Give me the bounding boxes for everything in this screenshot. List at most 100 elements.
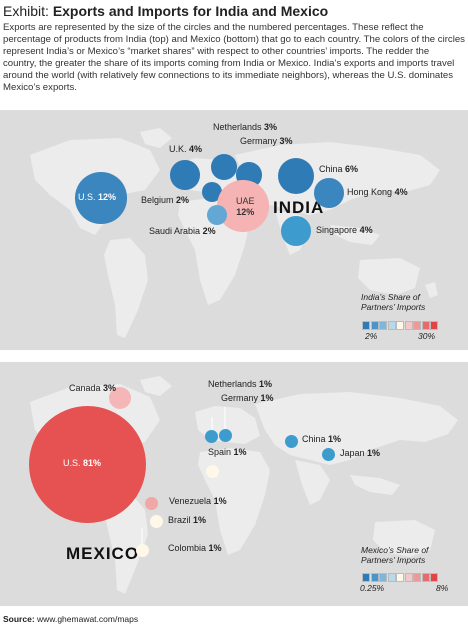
label-value: 1% bbox=[328, 434, 342, 444]
label-u-k: U.K. 4% bbox=[169, 144, 202, 155]
legend-swatch bbox=[396, 321, 404, 330]
legend-swatch bbox=[430, 573, 438, 582]
label-value: 4% bbox=[359, 225, 373, 235]
label-germany: Germany 1% bbox=[221, 393, 274, 404]
label-value: 2% bbox=[176, 195, 190, 205]
label-value: 1% bbox=[233, 447, 247, 457]
label-value: 12% bbox=[98, 192, 117, 202]
mexico-map-panel: MEXICO U.S. 81% Canada 3% Venezuela 1% Braz… bbox=[0, 362, 468, 606]
label-name: Spain bbox=[208, 447, 232, 457]
bubble-singapore bbox=[281, 216, 311, 246]
label-name: Belgium bbox=[141, 195, 174, 205]
bubble-venezuela bbox=[144, 496, 158, 510]
label-name: Brazil bbox=[168, 515, 191, 525]
label-name: Canada bbox=[69, 383, 101, 393]
legend-swatch bbox=[370, 321, 379, 330]
bubble-canada bbox=[108, 386, 132, 410]
label-name: China bbox=[302, 434, 326, 444]
label-name: Colombia bbox=[168, 543, 207, 553]
legend-title-line1: India’s Share of bbox=[361, 292, 420, 302]
label-germany: Germany 3% bbox=[240, 136, 293, 147]
legend-swatch bbox=[387, 573, 396, 582]
label-name: Saudi Arabia bbox=[149, 226, 201, 236]
label-name: Netherlands bbox=[208, 379, 257, 389]
bubble-china bbox=[277, 157, 315, 195]
legend-swatch bbox=[396, 573, 404, 582]
legend-swatch bbox=[413, 573, 421, 582]
bubble-hong-kong bbox=[314, 178, 344, 208]
label-name: Germany bbox=[221, 393, 259, 403]
bubble-china bbox=[284, 434, 298, 448]
label-venezuela: Venezuela 1% bbox=[169, 496, 227, 507]
label-value: 3% bbox=[264, 122, 278, 132]
legend-swatch bbox=[379, 573, 387, 582]
legend-max-label: 8% bbox=[436, 583, 449, 593]
legend-swatch bbox=[404, 573, 413, 582]
bubble-spain bbox=[205, 464, 219, 478]
legend-scale bbox=[362, 569, 439, 587]
legend-swatch bbox=[370, 573, 379, 582]
legend-swatch bbox=[413, 321, 421, 330]
origin-label: MEXICO bbox=[66, 544, 140, 563]
label-spain: Spain 1% bbox=[208, 447, 247, 458]
label-brazil: Brazil 1% bbox=[168, 515, 206, 526]
bubble-u-s bbox=[75, 172, 127, 224]
label-u-s: U.S. 81% bbox=[63, 458, 101, 469]
bubble-belgium bbox=[201, 181, 223, 203]
label-name: U.S. bbox=[78, 192, 96, 202]
source-label: Source: bbox=[3, 614, 35, 624]
title-prefix: Exhibit: bbox=[3, 3, 53, 19]
label-uae: UAE 12% bbox=[236, 196, 255, 218]
bubble-japan bbox=[321, 447, 335, 461]
source-note: Source: www.ghemawat.com/maps bbox=[3, 614, 138, 624]
legend-scale bbox=[362, 317, 439, 335]
label-value: 3% bbox=[279, 136, 293, 146]
bubble-germany bbox=[218, 428, 232, 442]
bubble-u-s bbox=[28, 405, 146, 523]
label-name: U.K. bbox=[169, 144, 187, 154]
label-belgium: Belgium 2% bbox=[141, 195, 189, 206]
legend-title: Mexico’s Share of Partners’ Imports bbox=[361, 545, 428, 565]
label-value: 6% bbox=[345, 164, 359, 174]
label-value: 3% bbox=[103, 383, 117, 393]
label-name: Netherlands bbox=[213, 122, 262, 132]
legend-title-line2: Partners’ Imports bbox=[361, 302, 426, 312]
label-name: UAE bbox=[236, 196, 255, 206]
label-name: Japan bbox=[340, 448, 365, 458]
label-china: China 6% bbox=[319, 164, 358, 175]
label-name: U.S. bbox=[63, 458, 81, 468]
label-value: 1% bbox=[213, 496, 227, 506]
legend-max-label: 30% bbox=[418, 331, 436, 341]
bubble-colombia bbox=[135, 543, 149, 557]
source-url: www.ghemawat.com/maps bbox=[34, 614, 139, 624]
title-main: Exports and Imports for India and Mexico bbox=[52, 3, 329, 19]
label-value: 2% bbox=[202, 226, 216, 236]
label-name: Hong Kong bbox=[347, 187, 393, 197]
page-title: Exhibit: Exports and Imports for India a… bbox=[3, 3, 328, 19]
label-name: China bbox=[319, 164, 343, 174]
origin-label: INDIA bbox=[273, 198, 325, 217]
label-netherlands: Netherlands 3% bbox=[213, 122, 277, 133]
label-value: 4% bbox=[394, 187, 408, 197]
label-value: 81% bbox=[83, 458, 102, 468]
bubble-brazil bbox=[149, 514, 163, 528]
legend-swatch bbox=[404, 321, 413, 330]
bubble-saudi-arabia bbox=[206, 204, 228, 226]
bubble-netherlands bbox=[204, 429, 218, 443]
legend-title: India’s Share of Partners’ Imports bbox=[361, 292, 425, 312]
label-netherlands: Netherlands 1% bbox=[208, 379, 272, 390]
legend-swatch bbox=[379, 321, 387, 330]
label-name: Germany bbox=[240, 136, 278, 146]
legend-min-label: 2% bbox=[365, 331, 378, 341]
legend-swatch bbox=[421, 321, 430, 330]
legend-title-line1: Mexico’s Share of bbox=[361, 545, 429, 555]
label-value: 1% bbox=[193, 515, 207, 525]
bubble-uae bbox=[217, 180, 269, 232]
label-value: 4% bbox=[189, 144, 203, 154]
label-saudi-arabia: Saudi Arabia 2% bbox=[149, 226, 216, 237]
label-value: 1% bbox=[367, 448, 381, 458]
legend-swatch bbox=[362, 573, 370, 582]
label-u-s: U.S. 12% bbox=[78, 192, 116, 203]
label-japan: Japan 1% bbox=[340, 448, 380, 459]
label-hong-kong: Hong Kong 4% bbox=[347, 187, 408, 198]
